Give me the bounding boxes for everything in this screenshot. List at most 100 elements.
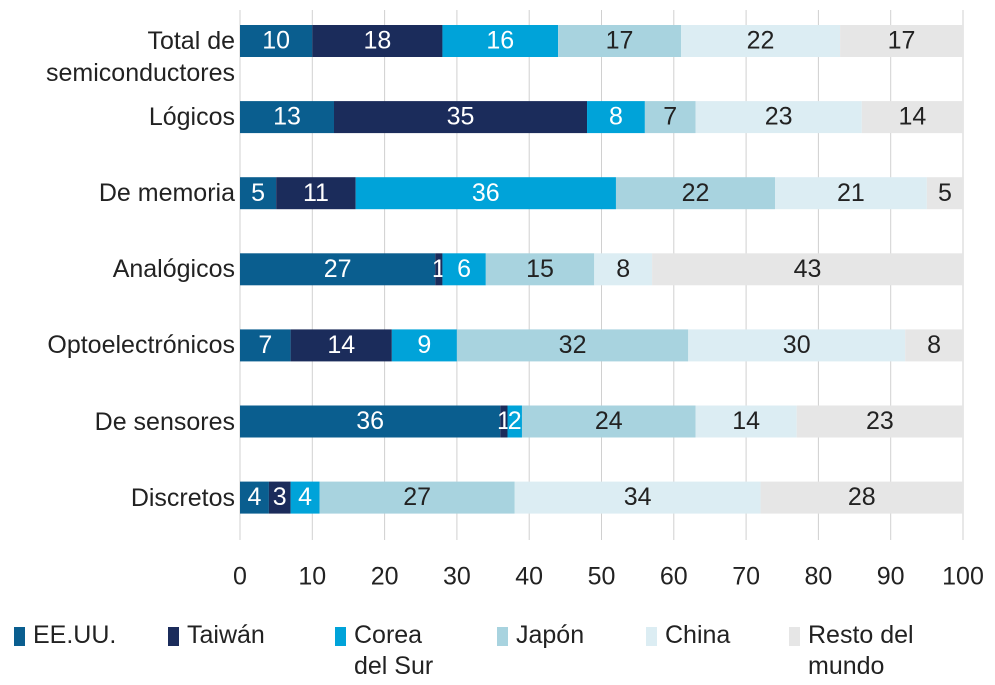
data-label: 14 [732,407,760,435]
x-tick-label: 70 [732,563,760,591]
data-label: 36 [472,179,500,207]
bar-segment [355,177,616,210]
legend-swatch [14,627,25,646]
bar-segment [652,253,963,286]
data-label: 8 [616,255,630,283]
bar-segment [514,481,761,514]
data-label: 18 [363,27,391,55]
data-label: 13 [273,103,301,131]
bar-segment [276,177,356,210]
bar-segment [615,177,776,210]
data-label: 23 [765,103,793,131]
data-label: 1 [497,407,511,435]
data-label: 35 [447,103,475,131]
x-tick-label: 30 [443,563,471,591]
bar-segment [333,101,588,134]
data-label: 21 [837,179,865,207]
bar-segment [240,101,334,134]
bar-segment [500,405,508,438]
y-tick-label: Total de semiconductores [46,27,235,87]
data-label: 7 [258,331,272,359]
data-label: 7 [663,103,677,131]
y-tick-label: Discretos [130,483,235,512]
x-tick-label: 80 [804,563,832,591]
bar-segment [760,481,963,514]
legend-label: Corea del Sur [354,621,434,680]
data-label: 4 [298,483,312,511]
data-label: 4 [248,483,262,511]
bar-segment [926,177,963,210]
bar-segment [240,25,313,57]
data-label: 27 [403,483,431,511]
bar-segment [442,253,486,286]
legend-swatch [168,627,179,646]
data-label: 8 [609,103,623,131]
data-label: 17 [606,27,634,55]
data-label: 16 [486,27,514,55]
data-label: 5 [251,179,265,207]
data-label: 3 [273,483,287,511]
bar-segment [594,253,653,286]
data-label: 17 [888,27,916,55]
data-label: 8 [927,331,941,359]
bar-segment [587,101,645,134]
bar-segment [840,25,963,57]
data-label: 32 [559,331,587,359]
x-tick-label: 50 [588,563,616,591]
bar-segment [796,405,963,438]
data-label: 27 [324,255,352,283]
bar-segment [435,253,443,286]
x-tick-label: 10 [298,563,326,591]
data-label: 6 [457,255,471,283]
y-tick-label: Optoelectrónicos [47,331,235,360]
bar-segment [521,405,696,438]
legend-label: Resto del mundo [808,621,914,680]
bar-segment [391,329,457,362]
bar-segment [319,481,515,514]
data-label: 34 [624,483,652,511]
data-label: 1 [432,255,446,283]
legend-swatch [497,627,508,646]
bar-segment [240,481,269,514]
y-tick-label: Analógicos [112,255,235,284]
bar-segment [240,253,436,286]
y-tick-label: De memoria [98,179,235,208]
bar-segment [695,101,862,134]
data-label: 24 [595,407,623,435]
bar-segment [905,329,963,362]
x-tick-label: 40 [515,563,543,591]
bar-segment [695,405,797,438]
bar-segment [290,329,392,362]
data-label: 43 [794,255,822,283]
legend-label: EE.UU. [33,621,117,649]
bar-segment [312,25,443,57]
x-tick-label: 20 [371,563,399,591]
data-label: 2 [508,407,522,435]
x-tick-label: 100 [942,563,984,591]
legend-label: China [665,621,731,649]
bar-segment [688,329,906,362]
bar-segment [240,405,501,438]
bar-segment [558,25,682,57]
data-label: 5 [938,179,952,207]
x-tick-label: 0 [233,563,247,591]
x-tick-label: 90 [877,563,905,591]
data-label: 14 [898,103,926,131]
legend-label: Taiwán [187,621,265,649]
bar-segment [268,481,291,514]
legend-swatch [335,627,346,646]
bar-segment [290,481,320,514]
bar-segment [456,329,689,362]
bar-segment [861,101,963,134]
bar-segment [485,253,595,286]
bar-segment [442,25,559,57]
bar-segment [240,177,277,210]
legend-swatch [789,627,800,646]
data-label: 22 [747,27,775,55]
data-label: 36 [356,407,384,435]
x-tick-label: 60 [660,563,688,591]
data-label: 15 [526,255,554,283]
data-label: 11 [303,179,329,207]
